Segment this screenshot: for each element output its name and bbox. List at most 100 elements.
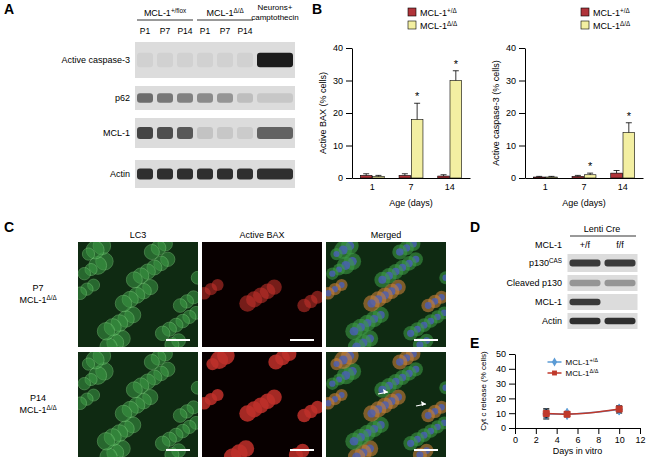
tick-mark xyxy=(509,369,515,370)
tick: 6 xyxy=(575,428,580,445)
tick-label: 10 xyxy=(615,435,625,445)
cell xyxy=(202,287,211,300)
tick-mark xyxy=(509,354,515,355)
cell xyxy=(392,354,407,369)
axis-line xyxy=(515,355,516,429)
label-sup: +/flox xyxy=(171,7,187,14)
blot-background xyxy=(135,86,295,110)
label-sup: Δ/Δ xyxy=(46,294,57,301)
error-bar xyxy=(441,175,447,176)
tick-label: 0 xyxy=(501,423,506,433)
tick: 10 xyxy=(496,409,515,419)
tick-mark xyxy=(519,178,525,179)
point xyxy=(616,406,622,412)
tick-label: 10 xyxy=(333,141,343,151)
lane-label: P1 xyxy=(140,26,151,36)
lane-label: f/f xyxy=(616,240,624,250)
error-line xyxy=(417,103,418,119)
band xyxy=(237,93,253,103)
cell xyxy=(78,267,90,279)
scale-bar xyxy=(414,339,438,341)
error-bar xyxy=(402,174,408,176)
legend: MCL-1+/ΔMCL-1Δ/Δ xyxy=(408,7,458,31)
tick-label: 40 xyxy=(496,364,506,374)
error-bar xyxy=(453,71,459,81)
error-cap xyxy=(363,173,369,174)
figure: ABCDEMCL-1+/floxMCL-1Δ/ΔNeurons+camptoth… xyxy=(0,0,651,460)
band xyxy=(237,127,253,139)
row-label: P7 xyxy=(32,283,43,293)
band xyxy=(157,93,173,103)
cell xyxy=(297,409,311,423)
tick-mark xyxy=(519,146,525,147)
cell xyxy=(439,271,446,284)
tick-mark xyxy=(346,146,352,147)
bar xyxy=(411,120,423,179)
y-axis-title: Active BAX (% cells) xyxy=(318,72,328,154)
tick: 1 xyxy=(370,178,375,192)
band xyxy=(257,53,293,67)
nucleus xyxy=(378,276,386,284)
bar xyxy=(572,176,584,178)
cell xyxy=(126,382,142,398)
cell xyxy=(155,326,170,341)
cell xyxy=(191,381,198,394)
band xyxy=(137,127,153,139)
blot-background xyxy=(568,313,638,329)
error-cap xyxy=(587,173,593,174)
tick: 10 xyxy=(333,141,352,151)
error-bar xyxy=(414,103,420,119)
legend-swatch xyxy=(581,21,589,29)
scale-bar xyxy=(166,339,190,341)
lane-label: P1 xyxy=(200,26,211,36)
row-label: P14 xyxy=(30,393,46,403)
tick: 20 xyxy=(496,394,515,404)
error-cap xyxy=(543,409,549,410)
bar xyxy=(438,176,450,178)
bar xyxy=(623,133,635,179)
band xyxy=(217,53,233,67)
bar xyxy=(399,175,411,178)
cell xyxy=(326,267,338,279)
band xyxy=(237,168,253,179)
tick-mark xyxy=(509,428,515,429)
tick-label: 0 xyxy=(513,435,518,445)
nucleus xyxy=(367,299,375,307)
tick-mark xyxy=(509,384,515,385)
cell xyxy=(326,287,335,300)
legend-marker xyxy=(552,357,557,366)
label-sup: Δ/Δ xyxy=(620,20,631,27)
column-header: Merged xyxy=(371,230,402,240)
legend-label: MCL-1Δ/Δ xyxy=(420,20,458,31)
cell xyxy=(345,433,362,450)
tick-label: 20 xyxy=(506,108,516,118)
nucleus xyxy=(425,302,432,309)
tick: 40 xyxy=(496,364,515,374)
line xyxy=(546,410,619,414)
panel-a: MCL-1+/floxMCL-1Δ/ΔNeurons+camptothecinP… xyxy=(61,3,298,188)
cell xyxy=(297,299,311,313)
micrograph xyxy=(78,352,198,457)
tick: 8 xyxy=(596,428,601,445)
cell xyxy=(345,323,362,340)
error-bar xyxy=(363,174,369,176)
nucleus xyxy=(350,437,359,446)
legend: MCL-1+/ΔMCL-1Δ/Δ xyxy=(548,357,599,378)
tick-mark xyxy=(346,113,352,114)
nucleus xyxy=(352,452,361,457)
error-cap xyxy=(614,170,620,171)
nucleus xyxy=(442,275,446,281)
point xyxy=(564,411,570,417)
tick: 12 xyxy=(635,428,645,445)
band xyxy=(157,168,173,179)
tick-mark xyxy=(640,428,641,434)
legend-swatch xyxy=(581,8,589,16)
tick-label: 14 xyxy=(618,182,628,192)
tick: 1 xyxy=(543,178,548,192)
cell xyxy=(403,326,418,341)
micrograph xyxy=(78,242,198,347)
chart: **0102030401714Age (days)Active caspase-… xyxy=(491,7,644,208)
row-label: MCL-1 xyxy=(535,297,562,307)
tick: 0 xyxy=(513,428,518,445)
cell xyxy=(326,377,338,389)
